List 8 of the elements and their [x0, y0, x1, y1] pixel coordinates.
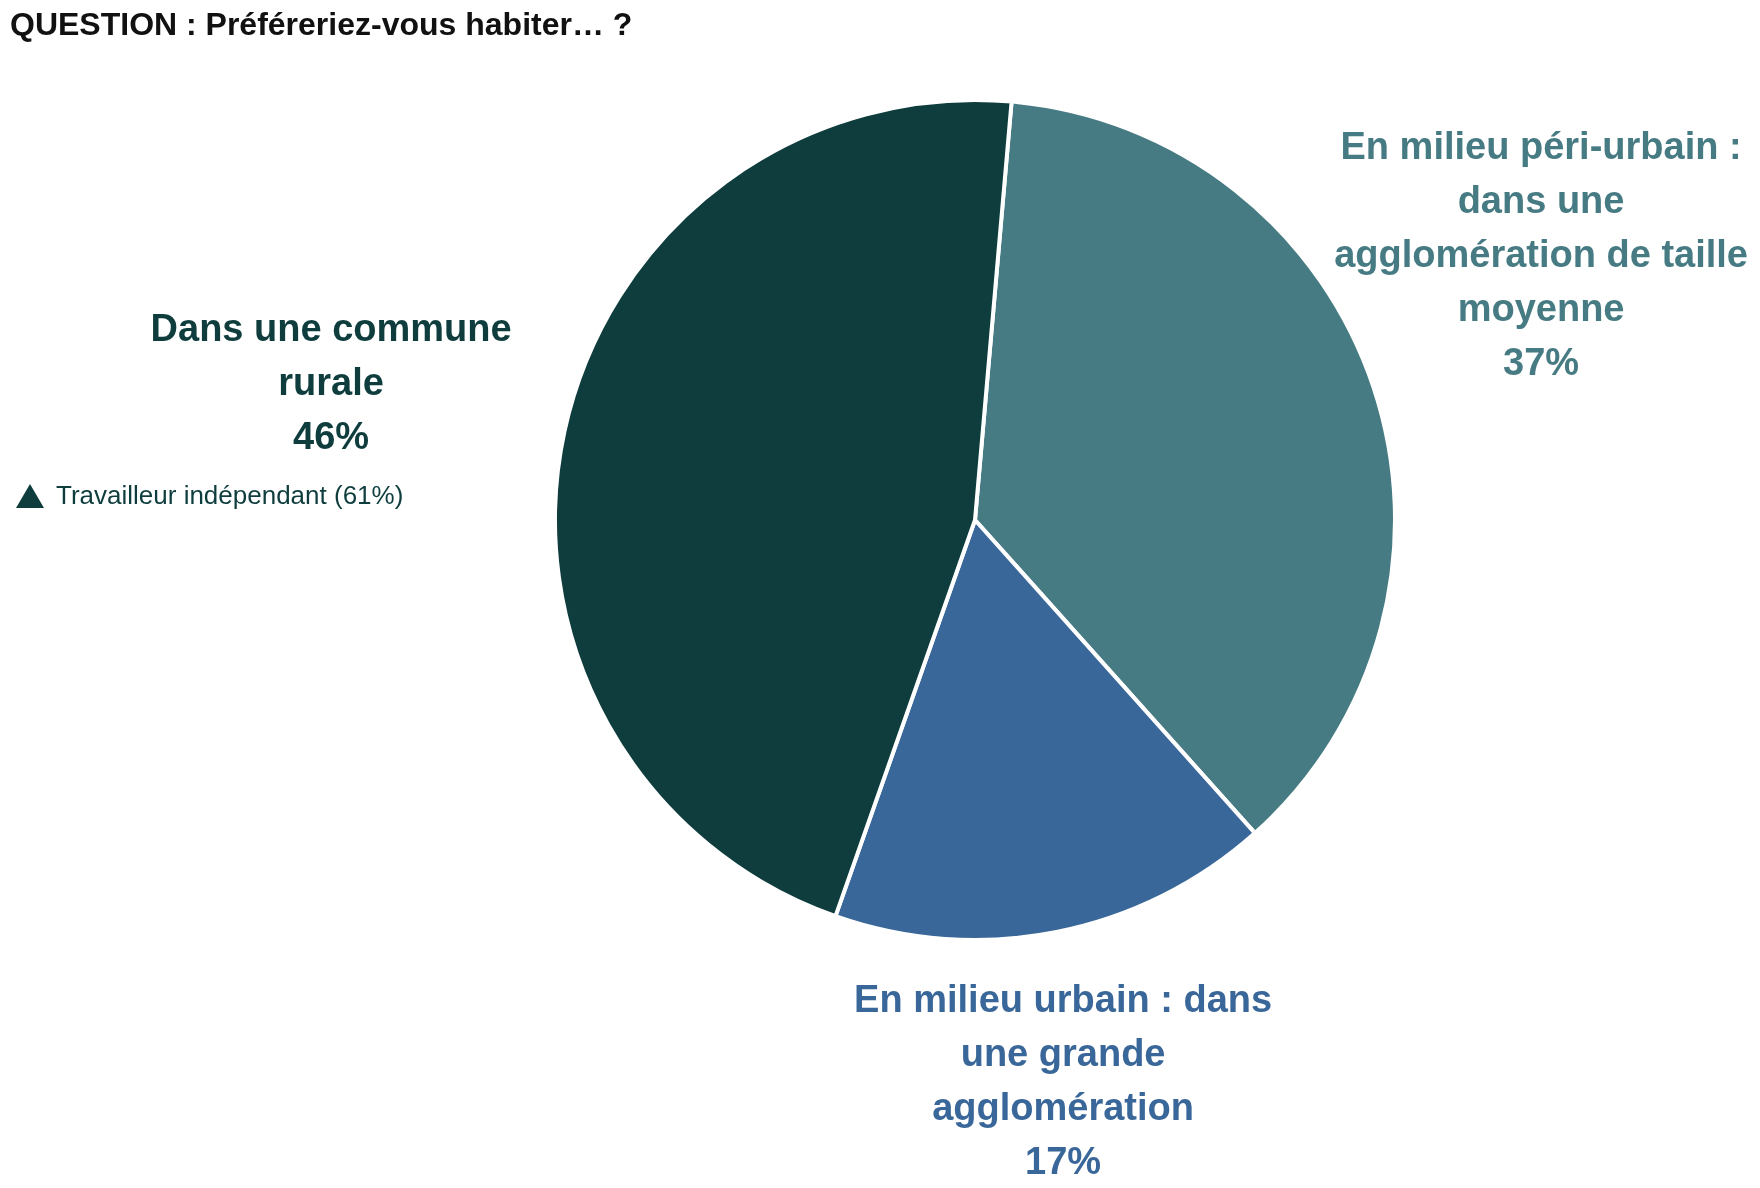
slice-label: En milieu urbain : dans une grande agglomération [854, 978, 1273, 1129]
data-label: 46% [293, 414, 370, 457]
slice-label: En milieu péri-urbain : dans une agglomération de taille moyenne [1334, 125, 1749, 330]
slice-label: Dans une commune rurale [150, 306, 512, 403]
text: Travailleur indépendant (61%) [56, 480, 404, 511]
data-label: 17% [1025, 1140, 1102, 1183]
data-label: 37% [1503, 341, 1580, 384]
chart-title: QUESTION : Préféreriez-vous habiter… ? [10, 6, 633, 43]
